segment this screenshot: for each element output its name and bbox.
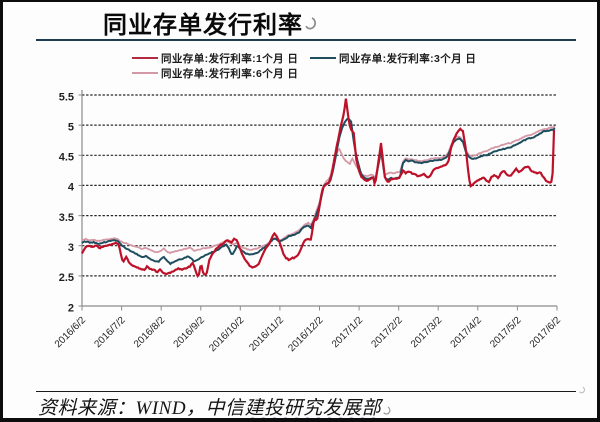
- svg-text:4: 4: [68, 182, 75, 194]
- svg-text:2017/6/2: 2017/6/2: [528, 315, 564, 351]
- svg-text:2016/10/2: 2016/10/2: [207, 315, 247, 355]
- svg-text:2.5: 2.5: [59, 272, 74, 284]
- svg-text:4.5: 4.5: [59, 152, 74, 164]
- svg-text:3: 3: [68, 242, 74, 254]
- svg-text:2016/7/2: 2016/7/2: [92, 315, 128, 351]
- svg-text:5: 5: [68, 121, 74, 133]
- svg-text:2: 2: [68, 302, 74, 314]
- svg-text:2016/6/2: 2016/6/2: [53, 315, 89, 351]
- svg-text:3.5: 3.5: [59, 212, 74, 224]
- svg-text:2017/1/2: 2017/1/2: [330, 315, 366, 351]
- svg-text:2017/4/2: 2017/4/2: [449, 315, 485, 351]
- svg-text:2017/3/2: 2017/3/2: [409, 315, 445, 351]
- svg-text:2017/5/2: 2017/5/2: [488, 315, 524, 351]
- svg-text:2016/11/2: 2016/11/2: [247, 315, 286, 354]
- svg-text:5.5: 5.5: [59, 91, 74, 103]
- svg-text:2016/12/2: 2016/12/2: [286, 315, 326, 355]
- svg-text:2016/9/2: 2016/9/2: [172, 315, 208, 351]
- svg-text:2017/2/2: 2017/2/2: [370, 315, 406, 351]
- svg-text:2016/8/2: 2016/8/2: [132, 315, 168, 351]
